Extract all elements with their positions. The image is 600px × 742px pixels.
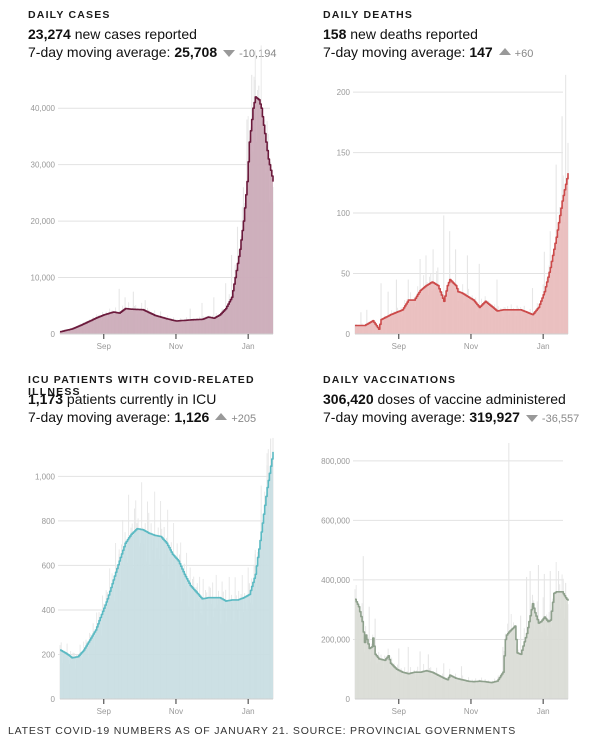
moving-average-label: 7-day moving average: xyxy=(28,44,175,60)
y-tick-label: 200 xyxy=(337,88,351,97)
panel-title: DAILY DEATHS xyxy=(323,9,414,21)
x-tick-label: Jan xyxy=(537,707,550,716)
trend-up-icon xyxy=(215,412,228,420)
y-tick-label: 200,000 xyxy=(321,635,350,644)
x-tick-label: Nov xyxy=(464,707,478,716)
y-tick-label: 800,000 xyxy=(321,457,350,466)
x-tick-label: Nov xyxy=(169,342,183,351)
y-tick-label: 10,000 xyxy=(31,274,56,283)
moving-average-delta: +60 xyxy=(514,48,534,60)
panel-daily-cases: DAILY CASES 23,274 new cases reported 7-… xyxy=(0,0,300,360)
x-tick-label: Nov xyxy=(169,707,183,716)
x-tick-label: Sep xyxy=(392,342,407,351)
y-tick-label: 200 xyxy=(42,650,56,659)
moving-average-value: 147 xyxy=(469,44,493,60)
y-tick-label: 800 xyxy=(42,517,56,526)
headline-text: new cases reported xyxy=(70,26,197,42)
moving-average-delta: -10,194 xyxy=(239,48,277,60)
moving-average-line xyxy=(60,451,274,659)
moving-average-area xyxy=(60,451,273,699)
panel-icu-patients: ICU PATIENTS WITH COVID-RELATED ILLNESS … xyxy=(0,365,300,725)
icu-patients-chart: 0 200 400 600 800 1,000 Sep Nov Jan xyxy=(35,437,274,716)
y-tick-label: 100 xyxy=(337,209,351,218)
headline-value: 1,173 xyxy=(28,391,64,407)
x-tick-label: Jan xyxy=(242,342,255,351)
y-tick-label: 0 xyxy=(346,695,351,704)
moving-average-label: 7-day moving average: xyxy=(323,44,470,60)
y-tick-label: 30,000 xyxy=(31,161,56,170)
moving-average-area xyxy=(60,96,273,335)
panel-daily-deaths: DAILY DEATHS 158 new deaths reported 7-d… xyxy=(295,0,595,360)
x-tick-label: Jan xyxy=(537,342,550,351)
moving-average-line xyxy=(60,96,274,333)
x-tick-label: Jan xyxy=(242,707,255,716)
y-tick-label: 40,000 xyxy=(31,104,56,113)
x-tick-label: Nov xyxy=(464,342,478,351)
moving-average-delta: -36,557 xyxy=(541,413,580,425)
x-tick-label: Sep xyxy=(392,707,407,716)
moving-average-line xyxy=(355,591,569,684)
headline-text: new deaths reported xyxy=(346,26,478,42)
x-tick-label: Sep xyxy=(97,342,112,351)
y-tick-label: 0 xyxy=(346,330,351,339)
moving-average-stat: 7-day moving average: 147 +60 xyxy=(323,44,533,60)
panel-daily-vaccinations: DAILY VACCINATIONS 306,420 doses of vacc… xyxy=(295,365,595,725)
moving-average-delta: +205 xyxy=(231,413,257,425)
moving-average-value: 1,126 xyxy=(174,409,210,425)
headline-stat: 158 new deaths reported xyxy=(323,26,478,42)
daily-vaccinations-chart: 0 200,000 400,000 600,000 800,000 Sep Nov Jan xyxy=(321,443,569,716)
panel-title: DAILY CASES xyxy=(28,9,111,21)
headline-value: 23,274 xyxy=(28,26,71,42)
trend-down-icon xyxy=(223,49,236,57)
moving-average-area xyxy=(355,173,568,334)
headline-stat: 1,173 patients currently in ICU xyxy=(28,391,216,407)
daily-cases-chart: 0 10,000 20,000 30,000 40,000 Sep Nov Jan xyxy=(31,45,274,351)
moving-average-value: 25,708 xyxy=(174,44,218,60)
y-tick-label: 50 xyxy=(341,270,350,279)
y-tick-label: 20,000 xyxy=(31,217,56,226)
daily-deaths-chart: 0 50 100 150 200 Sep Nov Jan xyxy=(337,74,569,351)
y-tick-label: 0 xyxy=(51,695,56,704)
moving-average-line xyxy=(355,173,569,330)
source-footnote: LATEST COVID-19 NUMBERS AS OF JANUARY 21… xyxy=(8,725,517,737)
trend-down-icon xyxy=(525,414,538,422)
y-tick-label: 0 xyxy=(51,330,56,339)
panel-title: ICU PATIENTS WITH COVID-RELATED ILLNESS xyxy=(28,374,255,398)
y-tick-label: 400,000 xyxy=(321,576,350,585)
moving-average-label: 7-day moving average: xyxy=(28,409,175,425)
moving-average-stat: 7-day moving average: 25,708 -10,194 xyxy=(28,44,276,60)
headline-text: doses of vaccine administered xyxy=(373,391,566,407)
moving-average-value: 319,927 xyxy=(469,409,520,425)
headline-text: patients currently in ICU xyxy=(63,391,217,407)
headline-stat: 23,274 new cases reported xyxy=(28,26,197,42)
moving-average-area xyxy=(355,591,568,699)
y-tick-label: 150 xyxy=(337,149,351,158)
moving-average-stat: 7-day moving average: 1,126 +205 xyxy=(28,409,256,425)
y-tick-label: 1,000 xyxy=(35,472,56,481)
headline-value: 158 xyxy=(323,26,347,42)
trend-up-icon xyxy=(498,47,511,55)
moving-average-stat: 7-day moving average: 319,927 -36,557 xyxy=(323,409,579,425)
headline-stat: 306,420 doses of vaccine administered xyxy=(323,391,566,407)
panel-title: DAILY VACCINATIONS xyxy=(323,374,457,386)
y-tick-label: 400 xyxy=(42,606,56,615)
y-tick-label: 600,000 xyxy=(321,516,350,525)
moving-average-label: 7-day moving average: xyxy=(323,409,470,425)
x-tick-label: Sep xyxy=(97,707,112,716)
y-tick-label: 600 xyxy=(42,561,56,570)
headline-value: 306,420 xyxy=(323,391,374,407)
